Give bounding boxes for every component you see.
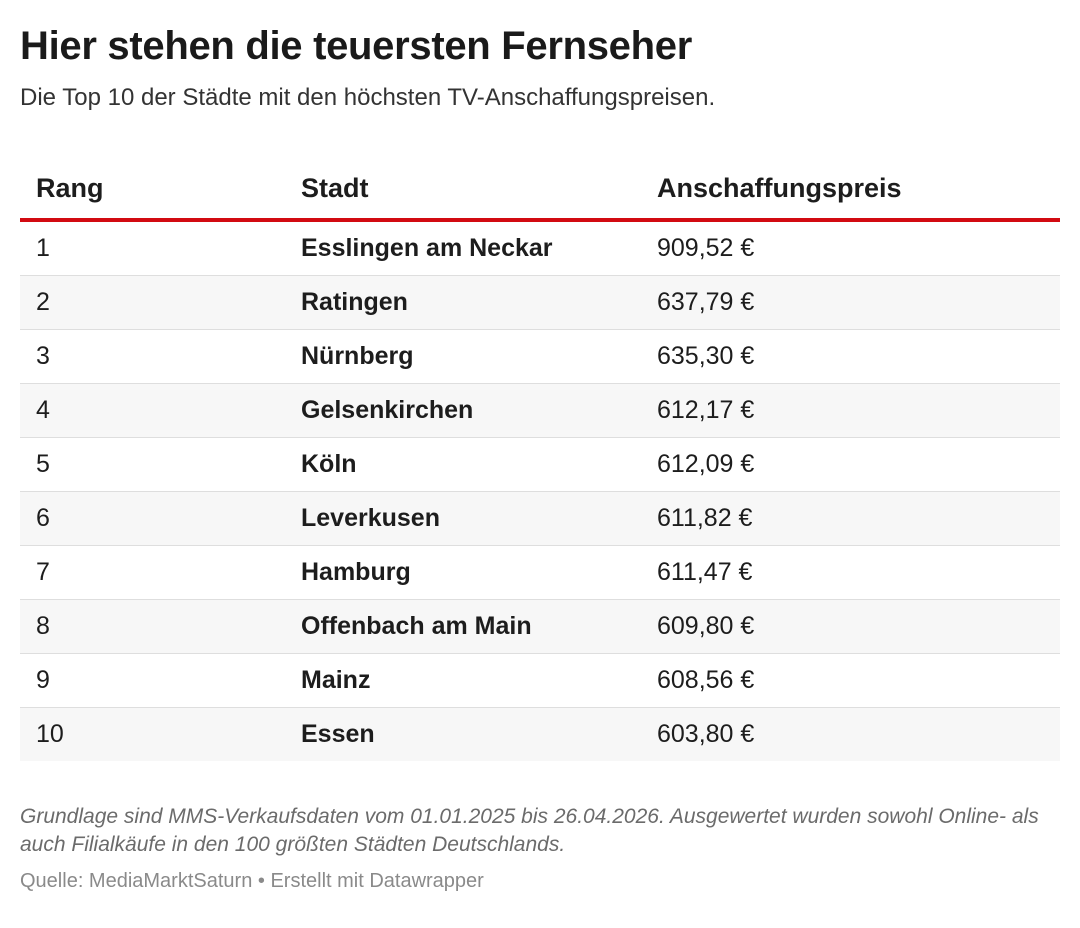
cell-city: Hamburg — [285, 545, 641, 600]
table-row: 8 Offenbach am Main 609,80 € — [20, 599, 1060, 654]
column-header-rang[interactable]: Rang — [20, 158, 285, 222]
column-header-stadt[interactable]: Stadt — [285, 158, 641, 222]
cell-price: 909,52 € — [641, 220, 1060, 276]
table-header-row: Rang Stadt Anschaffungspreis — [20, 158, 1060, 222]
cell-city: Leverkusen — [285, 491, 641, 546]
chart-title: Hier stehen die teuersten Fernseher — [20, 24, 692, 68]
chart-notes: Grundlage sind MMS-Verkaufsdaten vom 01.… — [20, 805, 1039, 856]
cell-city: Essen — [285, 707, 641, 761]
cell-price: 603,80 € — [641, 707, 1060, 761]
table-row: 5 Köln 612,09 € — [20, 437, 1060, 492]
cell-city: Ratingen — [285, 275, 641, 330]
table-row: 9 Mainz 608,56 € — [20, 653, 1060, 708]
chart-container: Hier stehen die teuersten Fernseher Die … — [20, 0, 1060, 895]
cell-city: Offenbach am Main — [285, 599, 641, 654]
cell-price: 611,82 € — [641, 491, 1060, 546]
cell-price: 611,47 € — [641, 545, 1060, 600]
cell-city: Esslingen am Neckar — [285, 220, 641, 276]
chart-subtitle: Die Top 10 der Städte mit den höchsten T… — [20, 84, 716, 111]
cell-price: 612,09 € — [641, 437, 1060, 492]
cell-rank: 2 — [20, 275, 285, 330]
cell-rank: 9 — [20, 653, 285, 708]
cell-price: 608,56 € — [641, 653, 1060, 708]
cell-rank: 6 — [20, 491, 285, 546]
cell-rank: 7 — [20, 545, 285, 600]
table-row: 7 Hamburg 611,47 € — [20, 545, 1060, 600]
table-row: 10 Essen 603,80 € — [20, 707, 1060, 761]
table-body: 1 Esslingen am Neckar 909,52 €2 Ratingen 637… — [20, 220, 1060, 761]
table-row: 4 Gelsenkirchen 612,17 € — [20, 383, 1060, 438]
cell-rank: 5 — [20, 437, 285, 492]
cell-rank: 1 — [20, 220, 285, 276]
cell-rank: 3 — [20, 329, 285, 384]
column-header-anschaffungspreis[interactable]: Anschaffungspreis — [641, 158, 1060, 222]
cell-price: 635,30 € — [641, 329, 1060, 384]
table-row: 3 Nürnberg 635,30 € — [20, 329, 1060, 384]
cell-price: 637,79 € — [641, 275, 1060, 330]
cell-rank: 10 — [20, 707, 285, 761]
table-row: 2 Ratingen 637,79 € — [20, 275, 1060, 330]
data-table: Rang Stadt Anschaffungspreis 1 Esslingen … — [20, 158, 1060, 761]
cell-city: Mainz — [285, 653, 641, 708]
cell-price: 609,80 € — [641, 599, 1060, 654]
chart-source: Quelle: MediaMarktSaturn • Erstellt mit … — [20, 870, 484, 892]
cell-rank: 8 — [20, 599, 285, 654]
cell-city: Gelsenkirchen — [285, 383, 641, 438]
cell-city: Nürnberg — [285, 329, 641, 384]
cell-city: Köln — [285, 437, 641, 492]
cell-price: 612,17 € — [641, 383, 1060, 438]
table-row: 1 Esslingen am Neckar 909,52 € — [20, 220, 1060, 276]
cell-rank: 4 — [20, 383, 285, 438]
table-row: 6 Leverkusen 611,82 € — [20, 491, 1060, 546]
